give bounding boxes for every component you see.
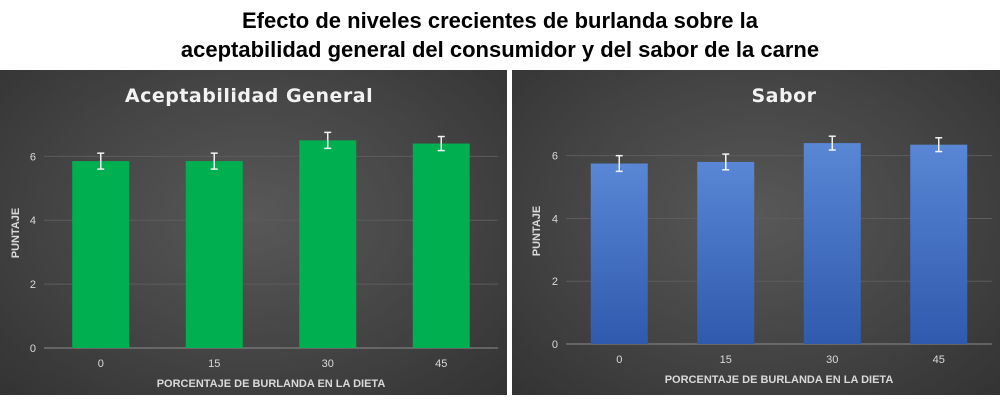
x-tick-label: 45 [435,358,447,370]
y-tick-label: 0 [30,343,36,355]
x-tick-label: 0 [98,358,104,370]
figure-title-line-1: Efecto de niveles crecientes de burlanda… [242,8,758,33]
chart-title: Aceptabilidad General [125,85,373,107]
x-axis-label: PORCENTAJE DE BURLANDA EN LA DIETA [665,374,894,386]
x-tick-label: 30 [826,354,838,366]
chart-sabor: Sabor 0 2 4 6 0 15 30 45 PORCENTAJE DE BURLANDA E… [531,85,992,386]
bar-aceptabilidad-45 [412,143,470,348]
y-tick-label: 6 [552,151,558,163]
bar-aceptabilidad-15 [185,161,243,348]
bar-aceptabilidad-30 [299,140,357,348]
y-tick-label: 0 [552,339,558,351]
chart-panel-aceptabilidad: Aceptabilidad General 0 2 4 6 0 15 30 45 PORCENTA… [0,70,507,395]
chart-title: Sabor [751,85,816,107]
y-tick-label: 2 [30,279,36,291]
chart-aceptabilidad-general: Aceptabilidad General 0 2 4 6 0 15 30 45 PORCENTA… [10,85,498,390]
figure-title: Efecto de niveles crecientes de burlanda… [0,6,1000,64]
x-tick-label: 15 [720,354,732,366]
bar-sabor-15 [697,161,755,344]
bar-sabor-45 [910,144,968,344]
x-tick-label: 15 [208,358,220,370]
x-tick-label: 0 [616,354,622,366]
chart-panel-sabor: Sabor 0 2 4 6 0 15 30 45 PORCENTAJE DE BURLANDA E… [512,70,1000,395]
y-tick-label: 6 [30,151,36,163]
bar-aceptabilidad-0 [72,161,130,348]
bar-sabor-30 [803,143,861,344]
x-tick-label: 45 [933,354,945,366]
bar-sabor-0 [590,163,648,344]
x-axis-label: PORCENTAJE DE BURLANDA EN LA DIETA [157,378,386,390]
y-tick-label: 2 [552,276,558,288]
x-tick-label: 30 [322,358,334,370]
y-axis-label: PUNTAJE [531,206,543,257]
y-tick-label: 4 [552,213,558,225]
y-tick-label: 4 [30,215,36,227]
figure-title-line-2: aceptabilidad general del consumidor y d… [180,37,820,62]
y-axis-label: PUNTAJE [10,208,22,259]
